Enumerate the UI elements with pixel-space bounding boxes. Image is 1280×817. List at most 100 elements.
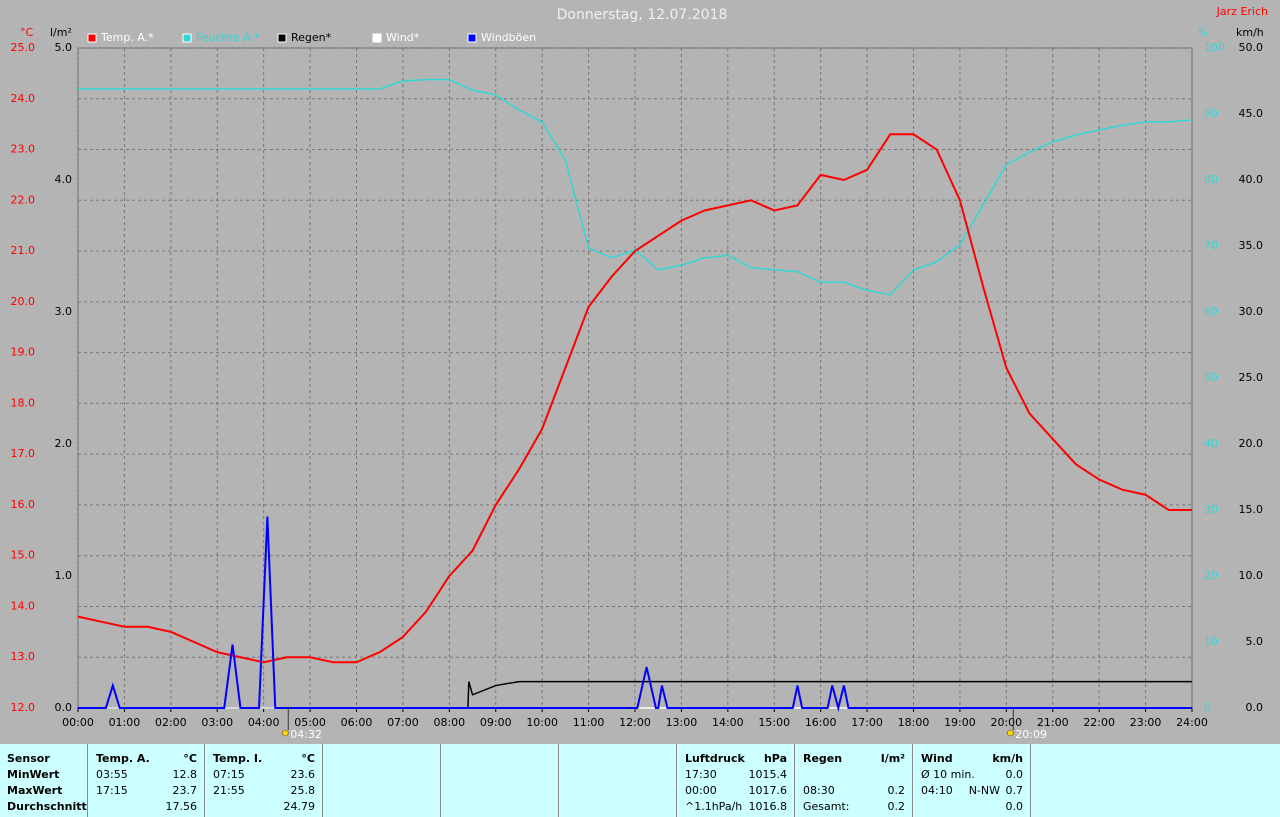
stats-cell: 17.56 — [165, 800, 198, 813]
x-tick-label: 12:00 — [619, 716, 651, 729]
stats-header: Durchschnitt — [7, 800, 87, 813]
stats-cell: 23.7 — [172, 784, 198, 797]
x-tick-label: 13:00 — [666, 716, 698, 729]
y-tick-label: 12.0 — [11, 701, 36, 714]
series-line — [78, 516, 1192, 712]
stats-panel — [441, 744, 559, 817]
x-tick-label: 03:00 — [201, 716, 233, 729]
stats-cell: 0.0 — [1005, 800, 1024, 813]
stats-cell: ^1.1hPa/h — [685, 800, 743, 813]
y2-tick-label: 2.0 — [55, 437, 73, 450]
y2-unit: l/m² — [50, 26, 72, 39]
stats-header: MinWert — [7, 768, 60, 781]
y3-tick-label: 30 — [1204, 503, 1218, 516]
y-tick-label: 13.0 — [11, 650, 36, 663]
y4-tick-label: 5.0 — [1246, 635, 1264, 648]
stats-cell: N-NW — [968, 784, 1000, 797]
stats-header: Wind — [921, 752, 953, 765]
legend-label: Feuchte A.* — [196, 31, 260, 44]
stats-panel — [323, 744, 441, 817]
x-tick-label: 23:00 — [1130, 716, 1162, 729]
y2-tick-label: 3.0 — [55, 305, 73, 318]
stats-panel: Luftdruck hPa 17:30 1015.4 00:00 1017.6 ^1.1hP… — [677, 744, 795, 817]
y3-tick-label: 0 — [1204, 701, 1211, 714]
x-tick-label: 15:00 — [758, 716, 790, 729]
y-tick-label: 22.0 — [11, 193, 36, 206]
stats-cell: 04:10 — [921, 784, 953, 797]
author: Jarz Erich — [1216, 5, 1268, 18]
x-tick-label: 22:00 — [1083, 716, 1115, 729]
legend-label: Regen* — [291, 31, 332, 44]
y-tick-label: 23.0 — [11, 143, 36, 156]
x-tick-label: 07:00 — [387, 716, 419, 729]
y4-tick-label: 0.0 — [1246, 701, 1264, 714]
stats-cell: 23.6 — [290, 768, 316, 781]
x-tick-label: 18:00 — [898, 716, 930, 729]
stats-header: Sensor — [7, 752, 50, 765]
x-tick-label: 00:00 — [62, 716, 94, 729]
stats-cell: Gesamt: — [803, 800, 850, 813]
legend-label: Windböen — [481, 31, 536, 44]
stats-header: °C — [301, 752, 315, 765]
y-tick-label: 21.0 — [11, 244, 36, 257]
y3-tick-label: 90 — [1204, 107, 1218, 120]
stats-cell: 17:15 — [96, 784, 128, 797]
x-tick-label: 10:00 — [526, 716, 558, 729]
series-line — [77, 133, 1192, 664]
stats-cell: 0.7 — [1005, 784, 1024, 797]
x-tick-label: 24:00 — [1176, 716, 1208, 729]
x-tick-label: 02:00 — [155, 716, 187, 729]
x-tick-label: 17:00 — [851, 716, 883, 729]
stats-panel: Sensor MinWert MaxWert Durchschnitt — [0, 744, 88, 817]
stats-cell: 08:30 — [803, 784, 835, 797]
legend-marker — [182, 33, 192, 43]
stats-cell: 25.8 — [290, 784, 316, 797]
stats-cell: 21:55 — [213, 784, 245, 797]
stats-header: Temp. I. — [213, 752, 263, 765]
x-tick-label: 09:00 — [480, 716, 512, 729]
stats-cell: 1017.6 — [748, 784, 788, 797]
y4-tick-label: 20.0 — [1239, 437, 1264, 450]
x-tick-label: 05:00 — [294, 716, 326, 729]
y4-tick-label: 40.0 — [1239, 173, 1264, 186]
annotation-label: 20:09 — [1015, 728, 1047, 741]
stats-cell: 0.2 — [887, 800, 906, 813]
stats-header: l/m² — [880, 752, 905, 765]
stats-cell: Ø 10 min. — [921, 768, 975, 781]
y3-tick-label: 10 — [1204, 635, 1218, 648]
x-tick-label: 11:00 — [573, 716, 605, 729]
x-tick-label: 04:00 — [248, 716, 280, 729]
chart: Donnerstag, 12.07.2018 Jarz Erich °C l/m… — [11, 5, 1269, 741]
sun-icon — [1007, 729, 1014, 737]
y3-tick-label: 50 — [1204, 371, 1218, 384]
stats-cell: 17:30 — [685, 768, 717, 781]
stats-panel: Temp. A. °C 03:55 12.8 17:15 23.7 17.56 — [88, 744, 205, 817]
legend-marker — [277, 33, 287, 43]
series-line — [78, 78, 1193, 296]
y4-tick-label: 45.0 — [1239, 107, 1264, 120]
stats-cell: 00:00 — [685, 784, 717, 797]
stats-header: hPa — [763, 752, 787, 765]
x-tick-label: 16:00 — [805, 716, 837, 729]
y4-unit: km/h — [1236, 26, 1264, 39]
chart-title: Donnerstag, 12.07.2018 — [557, 7, 728, 23]
stats-cell: 0.2 — [887, 784, 906, 797]
legend-marker — [372, 33, 382, 43]
stats-cell: 0.0 — [1005, 768, 1024, 781]
y-tick-label: 15.0 — [11, 549, 36, 562]
stats-cell: 1016.8 — [748, 800, 788, 813]
y-tick-label: 18.0 — [11, 396, 36, 409]
y4-tick-label: 50.0 — [1239, 41, 1264, 54]
y2-tick-label: 0.0 — [55, 701, 73, 714]
y-tick-label: 20.0 — [11, 295, 36, 308]
y4-tick-label: 25.0 — [1239, 371, 1264, 384]
stats-panel — [559, 744, 677, 817]
x-tick-label: 06:00 — [341, 716, 373, 729]
y2-tick-label: 1.0 — [55, 569, 73, 582]
stats-header: Regen — [803, 752, 843, 765]
sun-icon — [282, 729, 289, 737]
stats-cell: 07:15 — [213, 768, 245, 781]
y4-tick-label: 15.0 — [1239, 503, 1264, 516]
x-tick-label: 21:00 — [1037, 716, 1069, 729]
stats-table: Sensor MinWert MaxWert Durchschnitt Temp. A.… — [0, 744, 1280, 817]
